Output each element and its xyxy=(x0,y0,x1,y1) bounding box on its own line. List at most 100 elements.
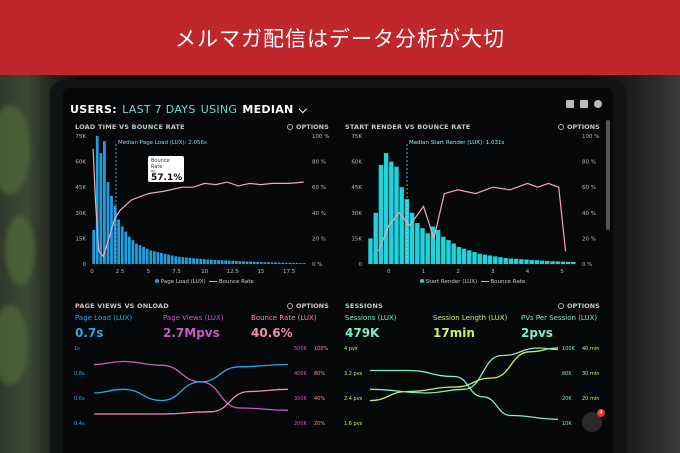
metric-label: Page Views (LUX) xyxy=(163,314,224,322)
y-tick-label: 30K xyxy=(351,211,362,217)
bar xyxy=(206,259,210,264)
median-annotation: Median Start Render (LUX): 1.031s xyxy=(409,140,505,146)
x-tick-label: 3 xyxy=(491,269,495,275)
metric-selector[interactable]: MEDIAN xyxy=(242,103,294,116)
y-right-tick-label: 100 % xyxy=(312,134,329,140)
bar xyxy=(383,153,389,264)
bar xyxy=(451,243,456,264)
notification-badge: 4 xyxy=(597,409,605,417)
y-right-tick-label: 80 % xyxy=(312,160,326,166)
bar xyxy=(195,258,199,264)
y-tick-label: 0.4s xyxy=(74,421,85,427)
bar xyxy=(281,262,285,264)
bar xyxy=(263,262,267,264)
bar xyxy=(560,261,566,264)
bar xyxy=(181,257,185,264)
bar xyxy=(185,257,188,264)
bar xyxy=(106,182,110,264)
bar xyxy=(103,141,106,264)
y-tick-label: 15K xyxy=(351,236,362,242)
series-line xyxy=(369,347,559,394)
y-tick-label: 45K xyxy=(75,185,86,191)
x-tick-label: 4 xyxy=(526,269,530,275)
options-button[interactable]: OPTIONS xyxy=(558,123,600,131)
series-line xyxy=(93,363,289,402)
y-tick-label: 80K xyxy=(562,371,572,377)
median-annotation: Median Page Load (LUX): 2.056s xyxy=(118,140,207,146)
bar xyxy=(274,262,277,264)
bar xyxy=(242,261,245,264)
y-tick-label: 75K xyxy=(75,134,86,140)
series-line xyxy=(369,347,559,402)
laptop-screen xyxy=(63,88,613,453)
banner-title: メルマガ配信はデータ分析が大切 xyxy=(175,26,505,51)
bar xyxy=(277,262,281,264)
bar xyxy=(202,259,206,264)
bar xyxy=(534,260,540,264)
bar xyxy=(95,136,99,264)
series-line xyxy=(370,369,559,420)
bar xyxy=(156,252,160,264)
bar xyxy=(249,261,252,264)
bar xyxy=(482,254,488,264)
x-tick-label: 2.5 xyxy=(116,269,125,275)
series-line xyxy=(93,360,289,411)
options-button[interactable]: OPTIONS xyxy=(558,302,600,310)
x-tick-label: 15 xyxy=(257,269,264,275)
x-tick-label: 1 xyxy=(422,269,426,275)
y-tick-label: 40% xyxy=(314,396,325,402)
bar xyxy=(545,260,550,264)
tooltip-label: Bounce Rate xyxy=(151,158,170,170)
x-tick-label: 7.5 xyxy=(172,269,181,275)
bar xyxy=(117,219,121,264)
x-tick-label: 0 xyxy=(387,269,391,275)
bar xyxy=(409,212,415,264)
bar xyxy=(238,261,242,264)
options-button[interactable]: OPTIONS xyxy=(287,123,329,131)
chat-button[interactable]: 4 xyxy=(582,409,605,432)
bar xyxy=(461,248,467,264)
y-tick-label: 75K xyxy=(351,134,362,140)
y-tick-label: 20 min xyxy=(582,396,599,402)
bar xyxy=(302,263,306,264)
y-tick-label: 0 xyxy=(359,262,363,268)
chevron-down-icon[interactable]: ⌵ xyxy=(298,103,308,116)
chart-icon[interactable] xyxy=(580,100,588,108)
bar xyxy=(571,261,576,264)
legend-item: Start Render (LUX) xyxy=(425,279,478,285)
monitor-icon[interactable] xyxy=(566,100,574,108)
metric-value: 479K xyxy=(345,326,380,340)
scrollbar[interactable] xyxy=(606,120,610,230)
help-icon[interactable] xyxy=(594,100,602,108)
bar xyxy=(170,255,174,264)
x-tick-label: 5 xyxy=(560,269,564,275)
panel-title-render-bounce: START RENDER VS BOUNCE RATE xyxy=(345,123,471,131)
bar xyxy=(220,260,224,264)
bar xyxy=(529,259,534,264)
bar xyxy=(299,263,302,264)
plant-leaf xyxy=(0,105,30,195)
bar xyxy=(252,261,256,264)
bar xyxy=(477,253,482,264)
bar xyxy=(524,259,529,264)
render-bounce-chart: 0 15K 30K 45K 60K 75K 0 % 20 % 40 % 60 % 80 % 100 %… xyxy=(351,134,599,275)
bar xyxy=(430,226,436,264)
bar xyxy=(124,231,128,264)
y-right-tick-label: 60 % xyxy=(312,185,326,191)
bar xyxy=(256,261,260,264)
y-tick-label: 400K xyxy=(294,371,308,377)
bar xyxy=(487,255,493,264)
metric-label: Bounce Rate (LUX) xyxy=(251,314,317,322)
legend-item: Bounce Rate xyxy=(218,279,254,285)
range-selector[interactable]: LAST 7 DAYS xyxy=(122,103,196,116)
bar xyxy=(425,233,430,264)
x-tick-label: 0 xyxy=(90,269,94,275)
options-button[interactable]: OPTIONS xyxy=(287,302,329,310)
panel-title-load-bounce: LOAD TIME VS BOUNCE RATE xyxy=(75,123,185,131)
series-line xyxy=(377,182,567,252)
bar xyxy=(92,229,96,264)
y-tick-label: 45K xyxy=(351,185,362,191)
metric-value: 0.7s xyxy=(75,326,104,340)
y-tick-label: 0 xyxy=(83,262,87,268)
